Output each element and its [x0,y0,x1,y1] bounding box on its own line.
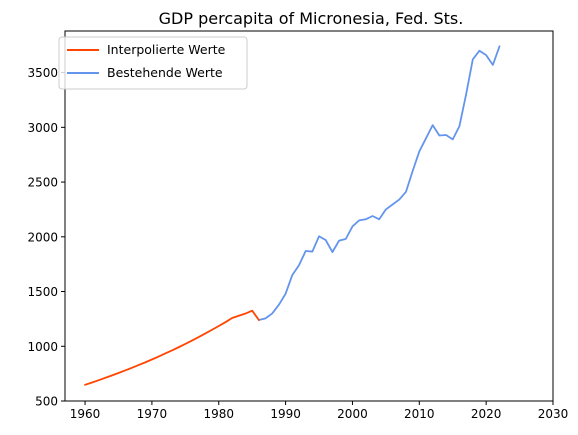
x-tick-label: 1960 [70,407,101,421]
series-layer [84,45,501,386]
y-tick-label: 2500 [27,176,58,190]
legend-label-existing: Bestehende Werte [107,65,223,80]
x-tick-label: 1990 [270,407,301,421]
series-line-interpolated [84,309,260,386]
x-tick-label: 1970 [137,407,168,421]
y-tick-label: 3000 [27,121,58,135]
x-tick-label: 2020 [471,407,502,421]
legend-label-interpolated: Interpolierte Werte [107,42,226,57]
y-tick-label: 3500 [27,66,58,80]
y-tick-label: 500 [35,395,58,409]
chart-title: GDP percapita of Micronesia, Fed. Sts. [159,9,464,28]
x-tick-label: 2010 [404,407,435,421]
legend: Interpolierte Werte Bestehende Werte [58,36,248,90]
plot-frame [64,30,554,402]
y-tick-label: 1500 [27,285,58,299]
x-tick-label: 2030 [538,407,569,421]
series-line-existing [257,45,501,321]
y-tick-label: 1000 [27,340,58,354]
x-axis: 1960 1970 1980 1990 2000 2010 2020 2030 [70,401,568,421]
legend-box [58,36,248,90]
y-tick-label: 2000 [27,230,58,244]
x-tick-label: 2000 [337,407,368,421]
x-tick-label: 1980 [203,407,234,421]
y-axis: 500 1000 1500 2000 2500 3000 3500 [27,66,65,409]
